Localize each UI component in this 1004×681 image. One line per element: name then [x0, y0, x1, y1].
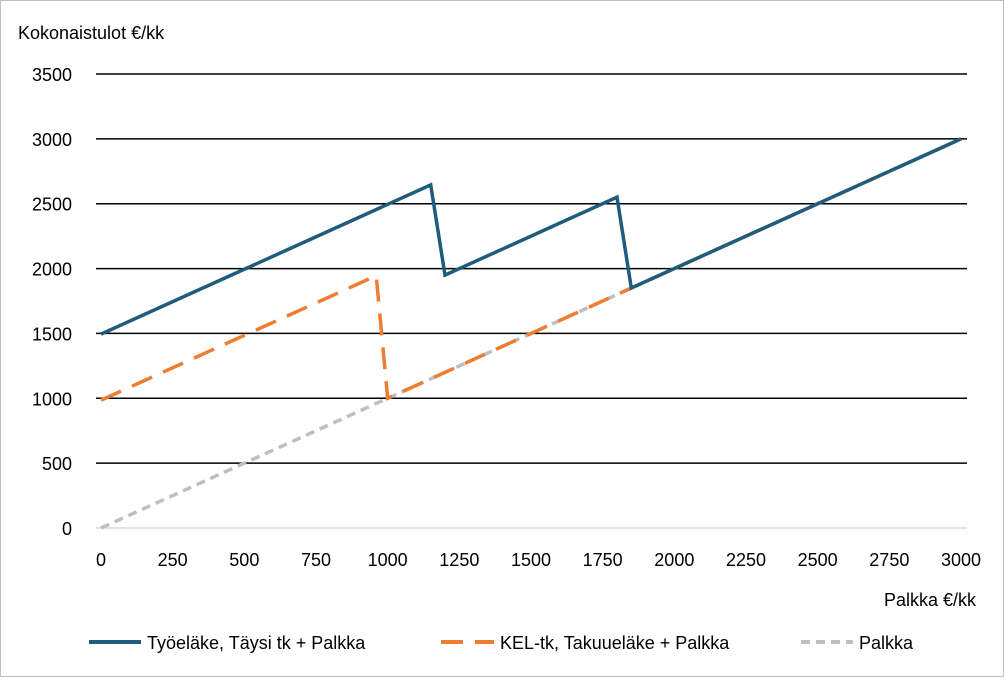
x-tick-label: 3000 — [941, 550, 981, 570]
x-tick-label: 2250 — [726, 550, 766, 570]
x-tick-label: 2500 — [798, 550, 838, 570]
legend-label-1: KEL-tk, Takuueläke + Palkka — [500, 633, 730, 653]
x-tick-label: 500 — [229, 550, 259, 570]
x-tick-label: 1250 — [439, 550, 479, 570]
legend-label-0: Työeläke, Täysi tk + Palkka — [147, 633, 366, 653]
y-tick-label: 3000 — [32, 130, 72, 150]
y-axis-title: Kokonaistulot €/kk — [18, 23, 165, 43]
legend-label-2: Palkka — [859, 633, 914, 653]
x-tick-label: 1000 — [368, 550, 408, 570]
x-tick-label: 750 — [301, 550, 331, 570]
series-line-1 — [100, 137, 962, 402]
y-tick-label: 2500 — [32, 195, 72, 215]
legend: Työeläke, Täysi tk + Palkka KEL-tk, Takuu… — [89, 633, 914, 653]
y-axis-ticks: 0 500 1000 1500 2000 2500 3000 3500 — [32, 65, 72, 539]
x-tick-label: 0 — [96, 550, 106, 570]
gridlines — [96, 73, 967, 529]
y-tick-label: 1500 — [32, 324, 72, 344]
x-tick-label: 250 — [158, 550, 188, 570]
series-lines — [100, 137, 962, 530]
y-tick-label: 500 — [42, 454, 72, 474]
x-tick-label: 1500 — [511, 550, 551, 570]
y-tick-label: 0 — [62, 519, 72, 539]
y-tick-label: 3500 — [32, 65, 72, 85]
x-axis-title: Palkka €/kk — [884, 590, 977, 610]
y-tick-label: 1000 — [32, 389, 72, 409]
x-tick-label: 1750 — [583, 550, 623, 570]
y-tick-label: 2000 — [32, 260, 72, 280]
x-tick-label: 2750 — [869, 550, 909, 570]
x-axis-ticks: 0 250 500 750 1000 1250 1500 1750 2000 2250 2500 27… — [96, 550, 981, 570]
x-tick-label: 2000 — [654, 550, 694, 570]
series-line-0 — [100, 137, 962, 336]
